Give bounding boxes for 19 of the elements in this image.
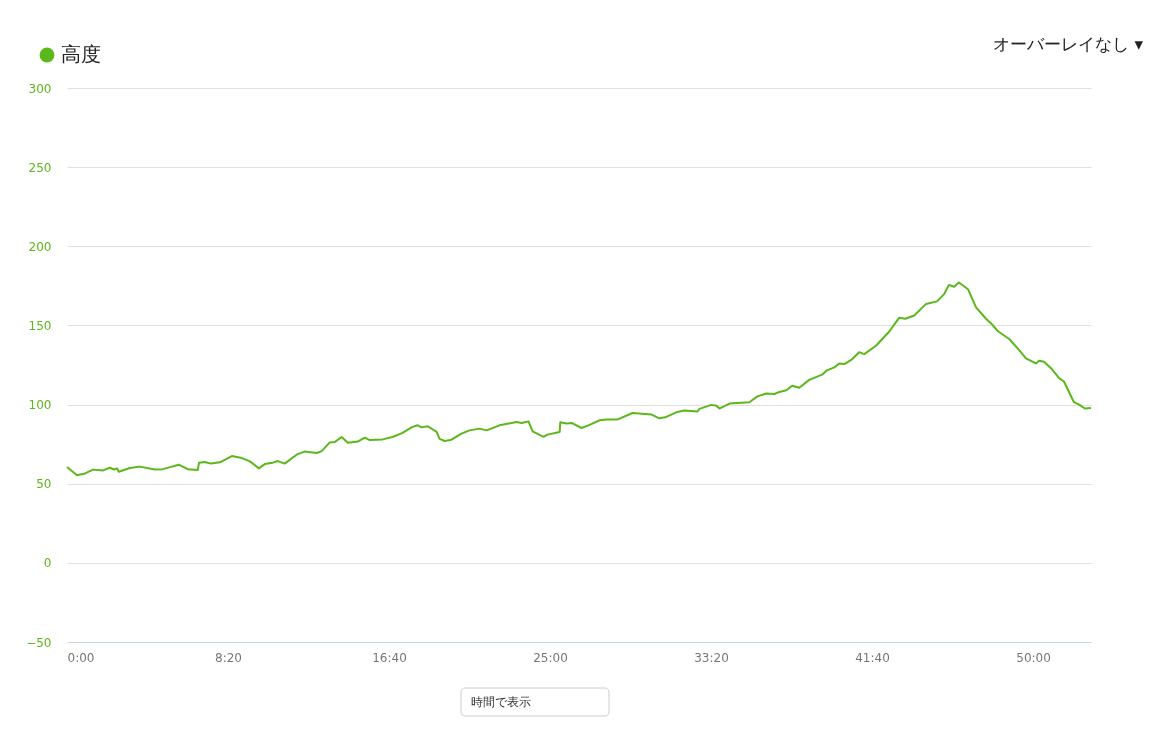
x-tick-label: 41:40: [855, 650, 890, 665]
y-tick-label: −50: [26, 635, 52, 650]
y-tick-label: 50: [36, 477, 52, 492]
x-tick-label: 16:40: [372, 650, 407, 665]
legend-label: 高度: [61, 42, 101, 66]
x-tick-label: 0:00: [67, 650, 95, 665]
x-tick-label: 33:20: [694, 650, 729, 665]
text: 時間で表示: [471, 695, 531, 709]
line-series: [66, 281, 1092, 477]
y-tick-label: 300: [28, 81, 52, 96]
x-tick-label: 50:00: [1016, 650, 1051, 665]
x-tick-label: 8:20: [215, 650, 242, 665]
y-tick-label: 0: [43, 556, 52, 571]
y-tick-label: 150: [28, 318, 52, 333]
x-tick-label: 25:00: [533, 650, 568, 665]
y-tick-label: 100: [28, 398, 52, 413]
text: オーバーレイなし ▾: [993, 34, 1144, 54]
y-tick-label: 200: [28, 239, 52, 254]
y-tick-label: 250: [28, 160, 52, 175]
